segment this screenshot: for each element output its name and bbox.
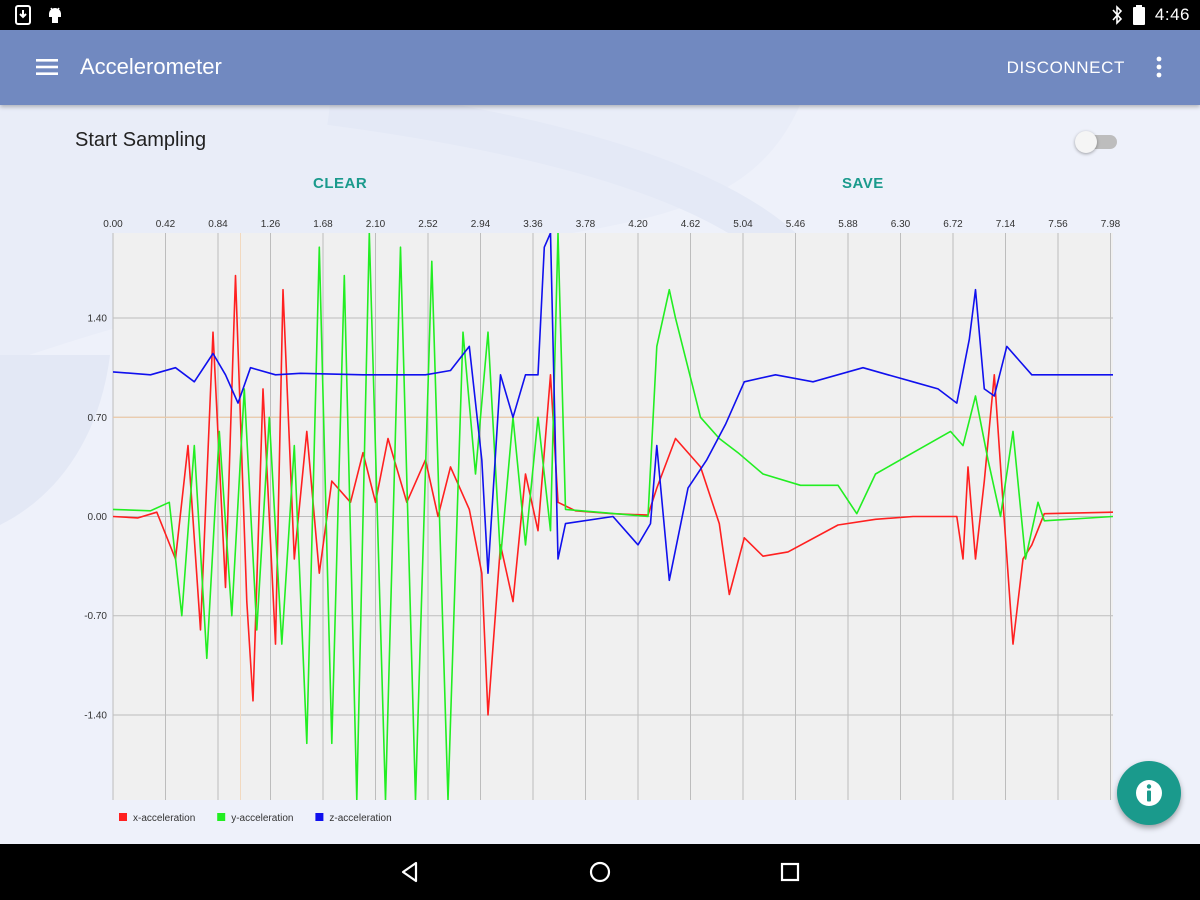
content-area: Start Sampling CLEAR SAVE 0.00 0.42 0.84 1.… <box>0 105 1200 844</box>
x-tick-label: 4.62 <box>681 219 701 230</box>
y-tick-label: -1.40 <box>84 710 107 721</box>
x-tick-label: 6.30 <box>891 219 911 230</box>
battery-icon <box>1132 5 1145 25</box>
download-notification-icon <box>15 5 31 25</box>
y-tick-label: 0.00 <box>88 512 108 523</box>
info-fab[interactable] <box>1117 761 1181 825</box>
x-tick-label: 7.14 <box>996 219 1016 230</box>
android-notification-icon <box>49 7 61 23</box>
series-line-x-acceleration <box>113 274 1113 716</box>
y-tick-label: -0.70 <box>84 611 107 622</box>
save-button[interactable]: SAVE <box>842 175 884 192</box>
back-icon[interactable] <box>398 860 422 884</box>
legend-swatch-x-acceleration <box>119 813 127 821</box>
legend-label-z-acceleration: z-acceleration <box>329 813 391 824</box>
legend-swatch-y-acceleration <box>217 813 226 821</box>
clear-button[interactable]: CLEAR <box>313 175 368 192</box>
y-tick-label: 1.40 <box>88 314 108 325</box>
x-tick-label: 7.56 <box>1048 219 1068 230</box>
sampling-toggle[interactable] <box>1075 131 1117 153</box>
home-icon[interactable] <box>588 860 612 884</box>
x-tick-label: 2.10 <box>366 219 386 230</box>
x-tick-label: 5.46 <box>786 219 806 230</box>
app-title: Accelerometer <box>80 54 222 79</box>
series-line-z-acceleration <box>113 233 1113 582</box>
status-time: 4:46 <box>1154 5 1190 24</box>
legend-swatch-z-acceleration <box>315 813 324 821</box>
recents-icon[interactable] <box>778 860 802 884</box>
y-tick-label: 0.70 <box>88 413 108 424</box>
disconnect-button[interactable]: DISCONNECT <box>1006 58 1125 77</box>
x-tick-label: 2.94 <box>471 219 491 230</box>
x-tick-label: 2.52 <box>418 219 438 230</box>
x-tick-label: 1.68 <box>313 219 333 230</box>
x-tick-label: 6.72 <box>943 219 963 230</box>
status-bar: 4:46 <box>0 0 1200 30</box>
legend-label-x-acceleration: x-acceleration <box>133 813 195 824</box>
x-tick-label: 3.78 <box>576 219 596 230</box>
toggle-thumb[interactable] <box>1075 131 1097 153</box>
x-tick-label: 0.42 <box>156 219 176 230</box>
x-tick-label: 3.36 <box>523 219 543 230</box>
x-tick-label: 4.20 <box>628 219 648 230</box>
app-bar: Accelerometer DISCONNECT <box>0 30 1200 105</box>
x-tick-label: 7.98 <box>1101 219 1121 230</box>
legend-label-y-acceleration: y-acceleration <box>231 813 293 824</box>
x-tick-label: 5.88 <box>838 219 858 230</box>
start-sampling-label: Start Sampling <box>75 129 207 151</box>
accelerometer-chart: 0.00 0.42 0.84 1.26 1.68 2.10 2.52 2.94 3.36 3.78… <box>84 219 1121 824</box>
overflow-menu-icon[interactable] <box>1154 54 1164 80</box>
bluetooth-icon <box>1112 5 1123 25</box>
hamburger-menu-icon[interactable] <box>34 54 60 80</box>
x-tick-label: 0.00 <box>103 219 123 230</box>
x-tick-label: 0.84 <box>208 219 228 230</box>
navigation-bar <box>0 844 1200 900</box>
x-tick-label: 1.26 <box>261 219 281 230</box>
x-tick-label: 5.04 <box>733 219 753 230</box>
info-icon <box>1136 780 1162 806</box>
